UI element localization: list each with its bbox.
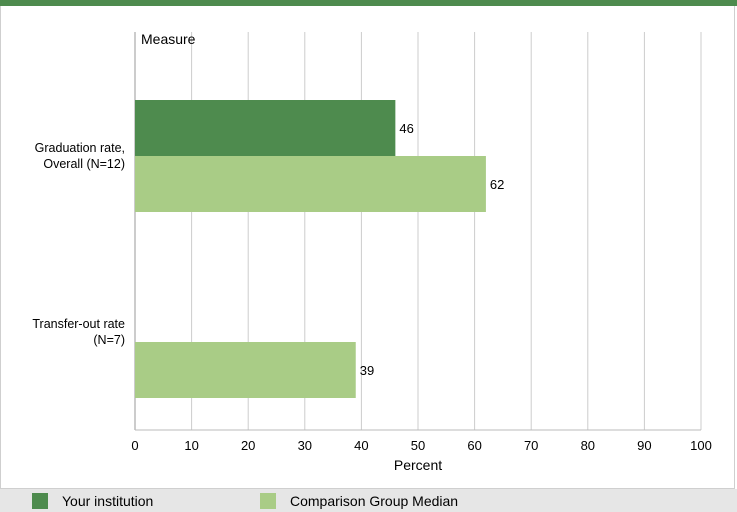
x-tick-label: 10 <box>184 438 198 453</box>
top-accent-bar <box>0 0 737 6</box>
bar <box>135 100 396 156</box>
x-tick-label: 20 <box>241 438 255 453</box>
bar-value-label: 39 <box>360 363 374 378</box>
legend-label: Your institution <box>62 493 154 509</box>
category-label: (N=7) <box>93 333 125 347</box>
legend-item: Comparison Group Median <box>260 493 458 509</box>
bar <box>135 156 486 212</box>
bar-value-label: 62 <box>490 177 504 192</box>
y-axis-title: Measure <box>141 31 196 47</box>
bar <box>135 342 356 398</box>
legend-swatch <box>32 493 48 509</box>
x-tick-label: 50 <box>411 438 425 453</box>
x-tick-label: 80 <box>581 438 595 453</box>
legend-label: Comparison Group Median <box>290 493 459 509</box>
plot-area: 0 10 20 30 40 50 60 70 80 90 100 Percent Measure 46 62… <box>0 6 735 489</box>
legend-swatch <box>260 493 276 509</box>
x-axis-title: Percent <box>394 457 442 473</box>
category-label: Overall (N=12) <box>43 157 125 171</box>
bar-chart: 0 10 20 30 40 50 60 70 80 90 100 Percent Measure 46 62… <box>32 31 712 473</box>
category-label: Graduation rate, <box>35 141 125 155</box>
bar-value-label: 46 <box>399 121 413 136</box>
x-tick-label: 90 <box>637 438 651 453</box>
x-tick-label: 100 <box>690 438 712 453</box>
x-tick-label: 40 <box>354 438 368 453</box>
x-tick-label: 70 <box>524 438 538 453</box>
legend-item: Your institution <box>32 493 153 509</box>
x-tick-label: 30 <box>298 438 312 453</box>
x-tick-label: 0 <box>131 438 138 453</box>
category-label: Transfer-out rate <box>32 317 125 331</box>
x-tick-label: 60 <box>467 438 481 453</box>
legend: Your institution Comparison Group Median <box>0 489 737 512</box>
